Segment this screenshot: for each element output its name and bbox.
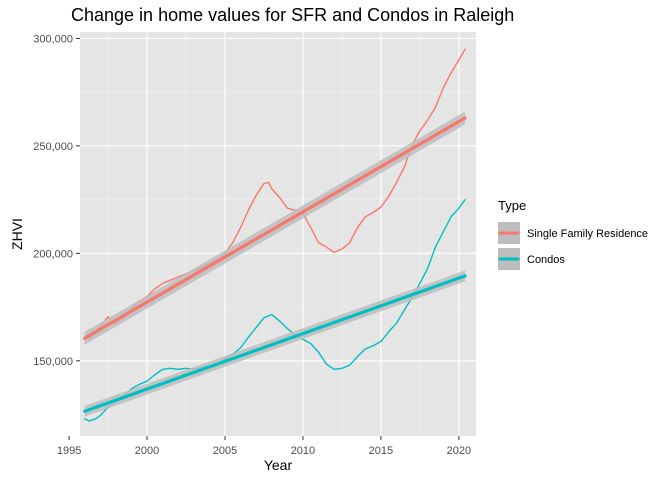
axis-layer: 1995 2000 2005 2010 2015 2020 150,000 200,000 25… — [9, 33, 471, 473]
y-tick-label: 200,000 — [33, 248, 73, 260]
x-tick-label: 2015 — [369, 445, 393, 457]
y-tick-label: 300,000 — [33, 33, 73, 45]
x-tick-label: 2020 — [447, 445, 471, 457]
data-layer — [83, 48, 467, 422]
y-tick-label: 250,000 — [33, 141, 73, 153]
x-tick-label: 2010 — [291, 445, 315, 457]
trend-line-single-family-residence — [83, 116, 467, 340]
series-line-condos — [83, 198, 466, 422]
legend-title: Type — [498, 198, 526, 213]
panel-background — [80, 32, 476, 436]
y-axis-label: ZHVI — [9, 218, 25, 250]
x-axis-label: Year — [264, 457, 293, 473]
legend-label-single-family-residence: Single Family Residence — [527, 228, 648, 240]
y-tick-label: 150,000 — [33, 356, 73, 368]
x-tick-label: 1995 — [57, 445, 81, 457]
chart-title: Change in home values for SFR and Condos… — [71, 5, 514, 25]
legend-label-condos: Condos — [527, 254, 565, 266]
trend-line-condos — [83, 274, 467, 413]
legend: Type Single Family Residence Condos — [498, 198, 648, 270]
plot-panel — [68, 32, 476, 436]
x-tick-label: 2005 — [213, 445, 237, 457]
x-tick-label: 2000 — [135, 445, 159, 457]
